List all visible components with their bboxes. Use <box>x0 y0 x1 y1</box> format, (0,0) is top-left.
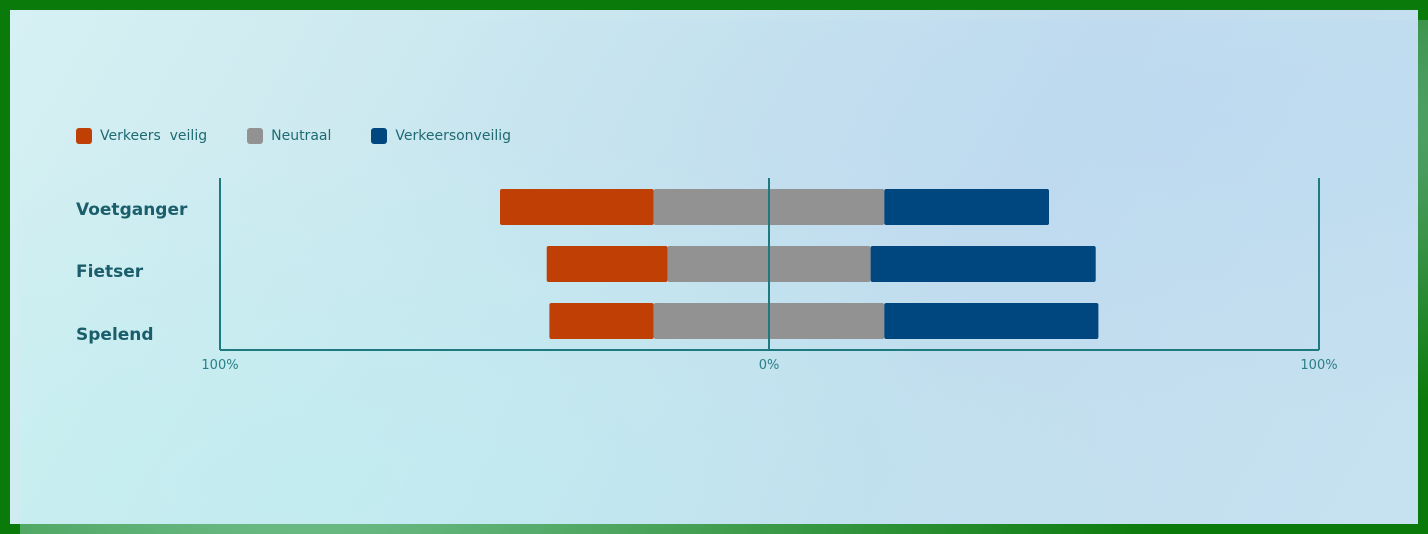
category-label-spelend: Spelend <box>76 325 154 345</box>
tick-label-right: 100% <box>1300 358 1338 373</box>
legend-swatch-neutraal <box>247 128 264 144</box>
legend-label-onveilig: Verkeersonveilig <box>395 128 512 144</box>
legend: Verkeers veilig Neutraal Verkeersonveili… <box>76 128 551 144</box>
tick-label-left: 100% <box>201 358 239 373</box>
legend-item-veilig: Verkeers veilig <box>76 128 207 144</box>
bar-voetganger-2 <box>884 189 1049 225</box>
legend-swatch-onveilig <box>371 128 388 144</box>
legend-swatch-veilig <box>76 128 92 144</box>
legend-label-veilig: Verkeers veilig <box>100 128 208 144</box>
legend-item-onveilig: Verkeersonveilig <box>371 128 511 144</box>
bar-spelend-0 <box>549 303 654 339</box>
category-label-fietser: Fietser <box>76 262 144 282</box>
legend-item-neutraal: Neutraal <box>247 128 331 144</box>
bar-spelend-2 <box>884 303 1099 339</box>
bar-fietser-2 <box>870 246 1096 282</box>
tick-label-center: 0% <box>758 358 780 373</box>
bar-voetganger-0 <box>500 189 654 225</box>
legend-label-neutraal: Neutraal <box>271 128 332 144</box>
category-label-voetganger: Voetganger <box>76 200 188 220</box>
bar-fietser-0 <box>546 246 668 282</box>
